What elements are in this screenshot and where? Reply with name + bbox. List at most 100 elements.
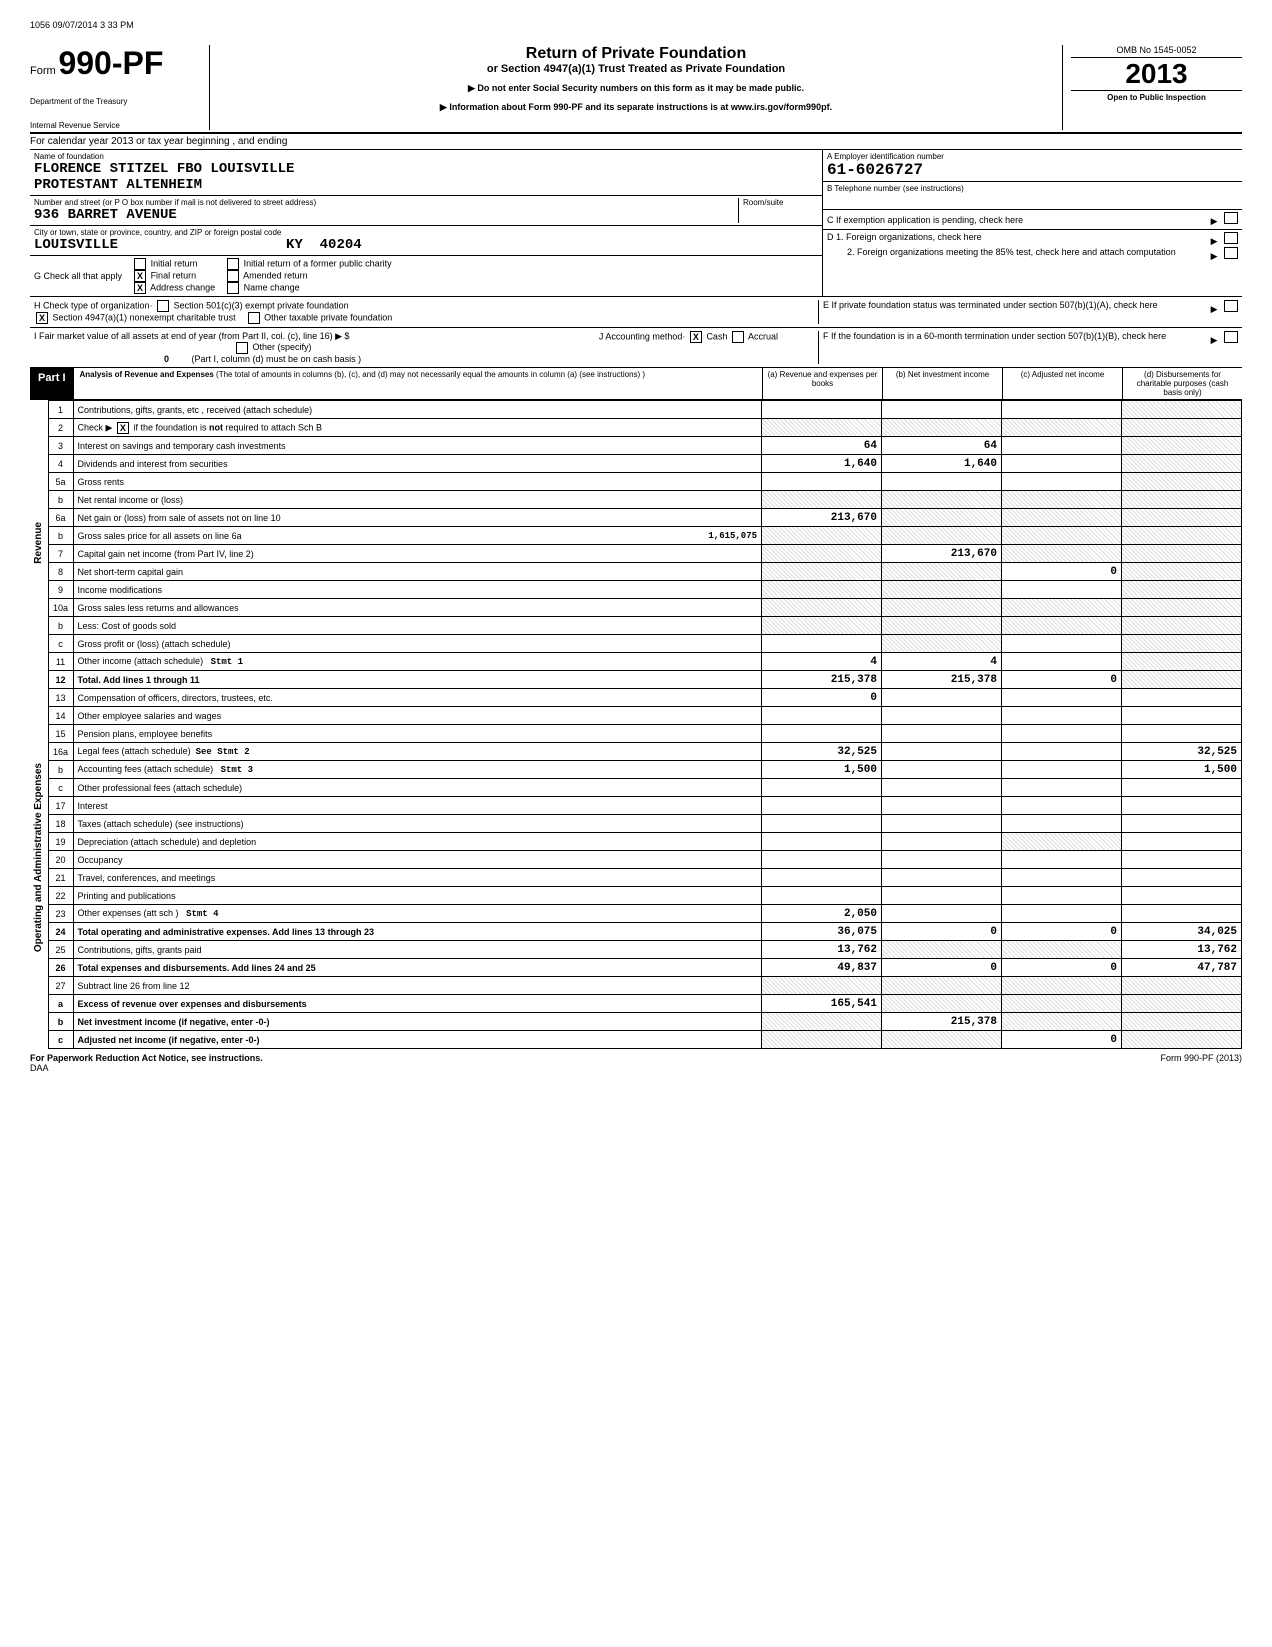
name-change-label: Name change: [244, 282, 300, 292]
open-inspection: Open to Public Inspection: [1071, 90, 1242, 102]
line25-a: 13,762: [762, 941, 882, 959]
h-section: H Check type of organization· Section 50…: [30, 297, 1242, 328]
f-checkbox[interactable]: [1224, 331, 1238, 343]
line24-d: 34,025: [1122, 923, 1242, 941]
c-checkbox[interactable]: [1224, 212, 1238, 224]
d1-label: D 1. Foreign organizations, check here: [827, 232, 982, 247]
c-label: C If exemption application is pending, c…: [827, 215, 1023, 225]
line26-a: 49,837: [762, 959, 882, 977]
dept-treasury: Department of the Treasury: [30, 97, 201, 106]
line6a-desc: Net gain or (loss) from sale of assets n…: [73, 509, 762, 527]
line24-c: 0: [1002, 923, 1122, 941]
line26-d: 47,787: [1122, 959, 1242, 977]
other-method-checkbox[interactable]: [236, 342, 248, 354]
part-i-header: Part I Analysis of Revenue and Expenses …: [30, 368, 1242, 400]
line27a-a: 165,541: [762, 995, 882, 1013]
city-state-zip: LOUISVILLE KY 40204: [34, 237, 818, 253]
d2-checkbox[interactable]: [1224, 247, 1238, 259]
f-label: F If the foundation is in a 60-month ter…: [823, 331, 1166, 364]
schb-checkbox[interactable]: [117, 422, 129, 434]
line27c-desc: Adjusted net income (if negative, enter …: [73, 1031, 762, 1049]
initial-return-checkbox[interactable]: [134, 258, 146, 270]
line13-a: 0: [762, 689, 882, 707]
line17-desc: Interest: [73, 797, 762, 815]
i-section: I Fair market value of all assets at end…: [30, 328, 1242, 368]
line12-a: 215,378: [762, 671, 882, 689]
h-opt3: Other taxable private foundation: [264, 312, 392, 322]
h-opt1: Section 501(c)(3) exempt private foundat…: [174, 300, 349, 310]
initial-return-label: Initial return: [151, 258, 198, 268]
identification-section: Name of foundation FLORENCE STITZEL FBO …: [30, 150, 1242, 297]
part-i-label: Part I: [30, 368, 74, 399]
d2-label: 2. Foreign organizations meeting the 85%…: [827, 247, 1176, 262]
omb-number: OMB No 1545-0052: [1071, 45, 1242, 58]
line3-b: 64: [882, 437, 1002, 455]
line7-b: 213,670: [882, 545, 1002, 563]
line4-a: 1,640: [762, 455, 882, 473]
form-number-footer: Form 990-PF (2013): [1160, 1053, 1242, 1073]
accrual-checkbox[interactable]: [732, 331, 744, 343]
ein-value: 61-6026727: [827, 161, 1238, 179]
line8-c: 0: [1002, 563, 1122, 581]
form-subtitle: or Section 4947(a)(1) Trust Treated as P…: [220, 63, 1052, 75]
h-other-checkbox[interactable]: [248, 312, 260, 324]
line15-desc: Pension plans, employee benefits: [73, 725, 762, 743]
tax-year: 2013: [1071, 58, 1242, 90]
cash-label: Cash: [706, 331, 727, 341]
h-opt2: Section 4947(a)(1) nonexempt charitable …: [53, 312, 236, 322]
line21-desc: Travel, conferences, and meetings: [73, 869, 762, 887]
line2-desc: Check ▶: [78, 422, 115, 432]
d1-checkbox[interactable]: [1224, 232, 1238, 244]
line25-desc: Contributions, gifts, grants paid: [73, 941, 762, 959]
col-d-header: (d) Disbursements for charitable purpose…: [1122, 368, 1242, 399]
line27b-b: 215,378: [882, 1013, 1002, 1031]
line8-desc: Net short-term capital gain: [73, 563, 762, 581]
form-number: 990-PF: [58, 45, 163, 81]
h-501c3-checkbox[interactable]: [157, 300, 169, 312]
cash-checkbox[interactable]: [690, 331, 702, 343]
line24-desc: Total operating and administrative expen…: [73, 923, 762, 941]
i-zero: 0: [34, 354, 169, 364]
h-4947-checkbox[interactable]: [36, 312, 48, 324]
initial-former-checkbox[interactable]: [227, 258, 239, 270]
accrual-label: Accrual: [748, 331, 778, 341]
name-change-checkbox[interactable]: [227, 282, 239, 294]
form-title: Return of Private Foundation: [220, 45, 1052, 63]
line13-desc: Compensation of officers, directors, tru…: [73, 689, 762, 707]
operating-side-label: Operating and Administrative Expenses: [33, 763, 44, 952]
line27-desc: Subtract line 26 from line 12: [73, 977, 762, 995]
line10b-desc: Less: Cost of goods sold: [73, 617, 762, 635]
calendar-year-row: For calendar year 2013 or tax year begin…: [30, 134, 1242, 150]
ein-label: A Employer identification number: [827, 152, 1238, 161]
line18-desc: Taxes (attach schedule) (see instruction…: [73, 815, 762, 833]
line3-a: 64: [762, 437, 882, 455]
line11-a: 4: [762, 653, 882, 671]
form-instr2: ▶ Information about Form 990-PF and its …: [220, 102, 1052, 113]
form-instr1: ▶ Do not enter Social Security numbers o…: [220, 83, 1052, 94]
col-a-header: (a) Revenue and expenses per books: [762, 368, 882, 399]
stmt4: Stmt 4: [186, 909, 218, 919]
stmt1: Stmt 1: [211, 657, 243, 667]
line26-c: 0: [1002, 959, 1122, 977]
amended-return-checkbox[interactable]: [227, 270, 239, 282]
line6b-val: 1,615,075: [708, 531, 757, 541]
line11-b: 4: [882, 653, 1002, 671]
address-change-label: Address change: [150, 282, 215, 292]
j-label: J Accounting method·: [599, 331, 686, 341]
line9-desc: Income modifications: [73, 581, 762, 599]
dept-irs: Internal Revenue Service: [30, 121, 201, 130]
part-i-note: (The total of amounts in columns (b), (c…: [216, 370, 645, 379]
cash-basis-note: (Part I, column (d) must be on cash basi…: [172, 354, 362, 364]
line12-b: 215,378: [882, 671, 1002, 689]
address-change-checkbox[interactable]: [134, 282, 146, 294]
line16a-a: 32,525: [762, 743, 882, 761]
col-c-header: (c) Adjusted net income: [1002, 368, 1122, 399]
line20-desc: Occupancy: [73, 851, 762, 869]
e-checkbox[interactable]: [1224, 300, 1238, 312]
line12-desc: Total. Add lines 1 through 11: [73, 671, 762, 689]
revenue-expense-table: Revenue 1Contributions, gifts, grants, e…: [30, 400, 1242, 1049]
line27b-desc: Net investment income (if negative, ente…: [73, 1013, 762, 1031]
line10a-desc: Gross sales less returns and allowances: [73, 599, 762, 617]
final-return-checkbox[interactable]: [134, 270, 146, 282]
e-label: E If private foundation status was termi…: [823, 300, 1158, 324]
